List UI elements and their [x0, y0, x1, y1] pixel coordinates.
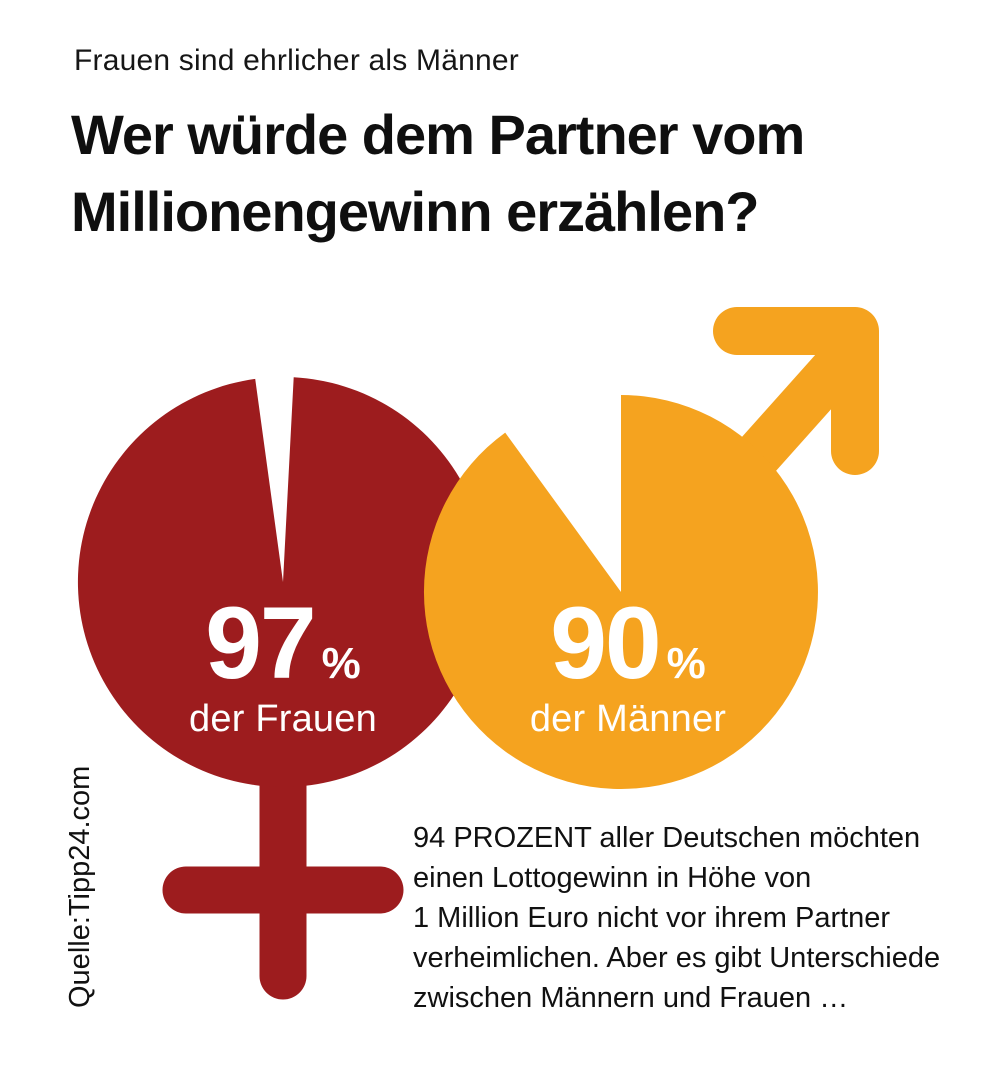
female-cross-icon	[162, 728, 404, 1000]
note-text: 94 PROZENT aller Deutschen möchten einen…	[413, 818, 940, 1018]
stat-frauen-label: der Frauen	[189, 698, 377, 740]
title-line-2: Millionengewinn erzählen?	[71, 180, 760, 243]
pie-male	[423, 395, 818, 789]
male-arrow	[713, 307, 879, 479]
note-line-5: zwischen Männern und Frauen …	[413, 982, 849, 1014]
stat-maenner-value: 90	[550, 586, 661, 700]
subtitle-text: Frauen sind ehrlicher als Männer	[74, 44, 519, 77]
source-credit: Quelle:Tipp24.com	[64, 765, 96, 1008]
stat-frauen-value: 97	[205, 586, 316, 700]
stat-maenner-number: 90%	[468, 592, 788, 694]
page-title: Wer würde dem Partner vom Millionengewin…	[71, 96, 805, 250]
note-line-1: 94 PROZENT aller Deutschen möchten	[413, 822, 921, 854]
note-line-4: verheimlichen. Aber es gibt Unterschiede	[413, 942, 941, 974]
stat-frauen-unit: %	[321, 639, 361, 688]
stat-frauen: 97% der Frauen	[128, 592, 438, 741]
note-line-3: 1 Million Euro nicht vor ihrem Partner	[413, 902, 891, 934]
stat-maenner-label: der Männer	[529, 698, 727, 740]
title-line-1: Wer würde dem Partner vom	[71, 103, 805, 166]
male-arrow-head-icon	[713, 307, 879, 475]
stat-maenner: 90% der Männer	[468, 592, 788, 741]
stat-maenner-unit: %	[666, 639, 706, 688]
stat-frauen-number: 97%	[128, 592, 438, 694]
note-line-2: einen Lottogewinn in Höhe von	[413, 862, 812, 894]
pie-female	[77, 377, 488, 788]
